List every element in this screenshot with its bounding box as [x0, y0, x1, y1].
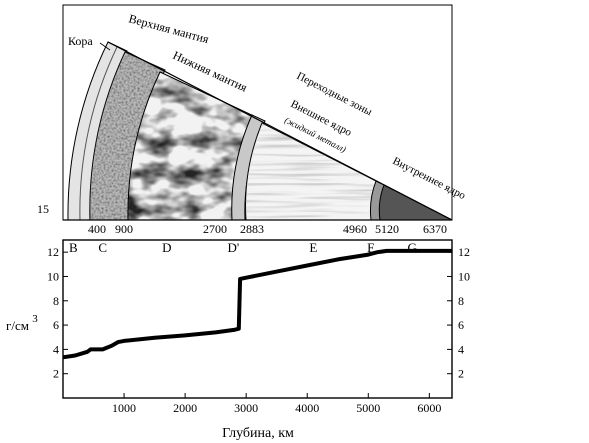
y-left-tick-label: 4 — [53, 342, 59, 356]
y-axis-unit-exponent: 3 — [32, 313, 38, 325]
density-curve — [62, 248, 452, 360]
depth-label-4960: 4960 — [343, 222, 367, 236]
x-tick-label: 3000 — [234, 401, 258, 415]
x-tick-label: 6000 — [417, 401, 441, 415]
y-left-tick-label: 6 — [53, 318, 59, 332]
y-left-tick-label: 10 — [47, 269, 59, 283]
y-left-tick-label: 8 — [53, 294, 59, 308]
section-top-edge — [107, 41, 453, 221]
chart-frame — [62, 239, 453, 399]
zone-letter: D' — [227, 240, 239, 255]
y-right-tick-label: 12 — [458, 245, 470, 259]
crust-inner-edge — [79, 46, 118, 221]
y-axis-right-ticks: 2 4 6 8 10 12 — [447, 245, 470, 381]
zone-letter: F — [367, 240, 374, 255]
zone-letter: B — [69, 240, 78, 255]
depth-label-900: 900 — [115, 222, 133, 236]
x-tick-label: 4000 — [295, 401, 319, 415]
y-left-tick-label: 2 — [53, 367, 59, 381]
zone-letters: B C D D' E F G — [69, 240, 417, 255]
x-tick-label: 1000 — [112, 401, 136, 415]
y-axis-left-ticks: 2 4 6 8 10 12 — [47, 245, 68, 381]
y-right-tick-label: 2 — [458, 367, 464, 381]
depth-label-5120: 5120 — [375, 222, 399, 236]
depth-label-2883: 2883 — [240, 222, 264, 236]
depth-label-2700: 2700 — [203, 222, 227, 236]
depth-label-6370: 6370 — [423, 222, 447, 236]
zone-letter: E — [309, 240, 317, 255]
density-chart: B C D D' E F G 1000 2000 3000 4000 5000 6000 2 4 6 8 10… — [6, 239, 470, 441]
y-axis-unit: г/см — [6, 318, 29, 333]
label-crust: Кора — [68, 34, 93, 48]
crust-pointer — [99, 42, 111, 51]
depth-label-400: 400 — [88, 222, 106, 236]
y-right-tick-label: 4 — [458, 342, 464, 356]
x-tick-label: 5000 — [356, 401, 380, 415]
y-left-tick-label: 12 — [47, 245, 59, 259]
x-axis-ticks: 1000 2000 3000 4000 5000 6000 — [112, 393, 441, 415]
zone-letter: D — [162, 240, 171, 255]
zone-letter: C — [98, 240, 107, 255]
y-right-tick-label: 6 — [458, 318, 464, 332]
zone-letter: G — [408, 240, 417, 255]
y-axis-label: г/см 3 — [6, 313, 38, 333]
x-axis-label: Глубина, км — [222, 426, 294, 441]
y-right-tick-label: 8 — [458, 294, 464, 308]
earth-cross-section: Кора Верхняя мантия Нижняя мантия Перехо… — [37, 4, 468, 236]
y-right-tick-label: 10 — [458, 269, 470, 283]
depth-label-15: 15 — [37, 202, 49, 216]
x-tick-label: 2000 — [173, 401, 197, 415]
